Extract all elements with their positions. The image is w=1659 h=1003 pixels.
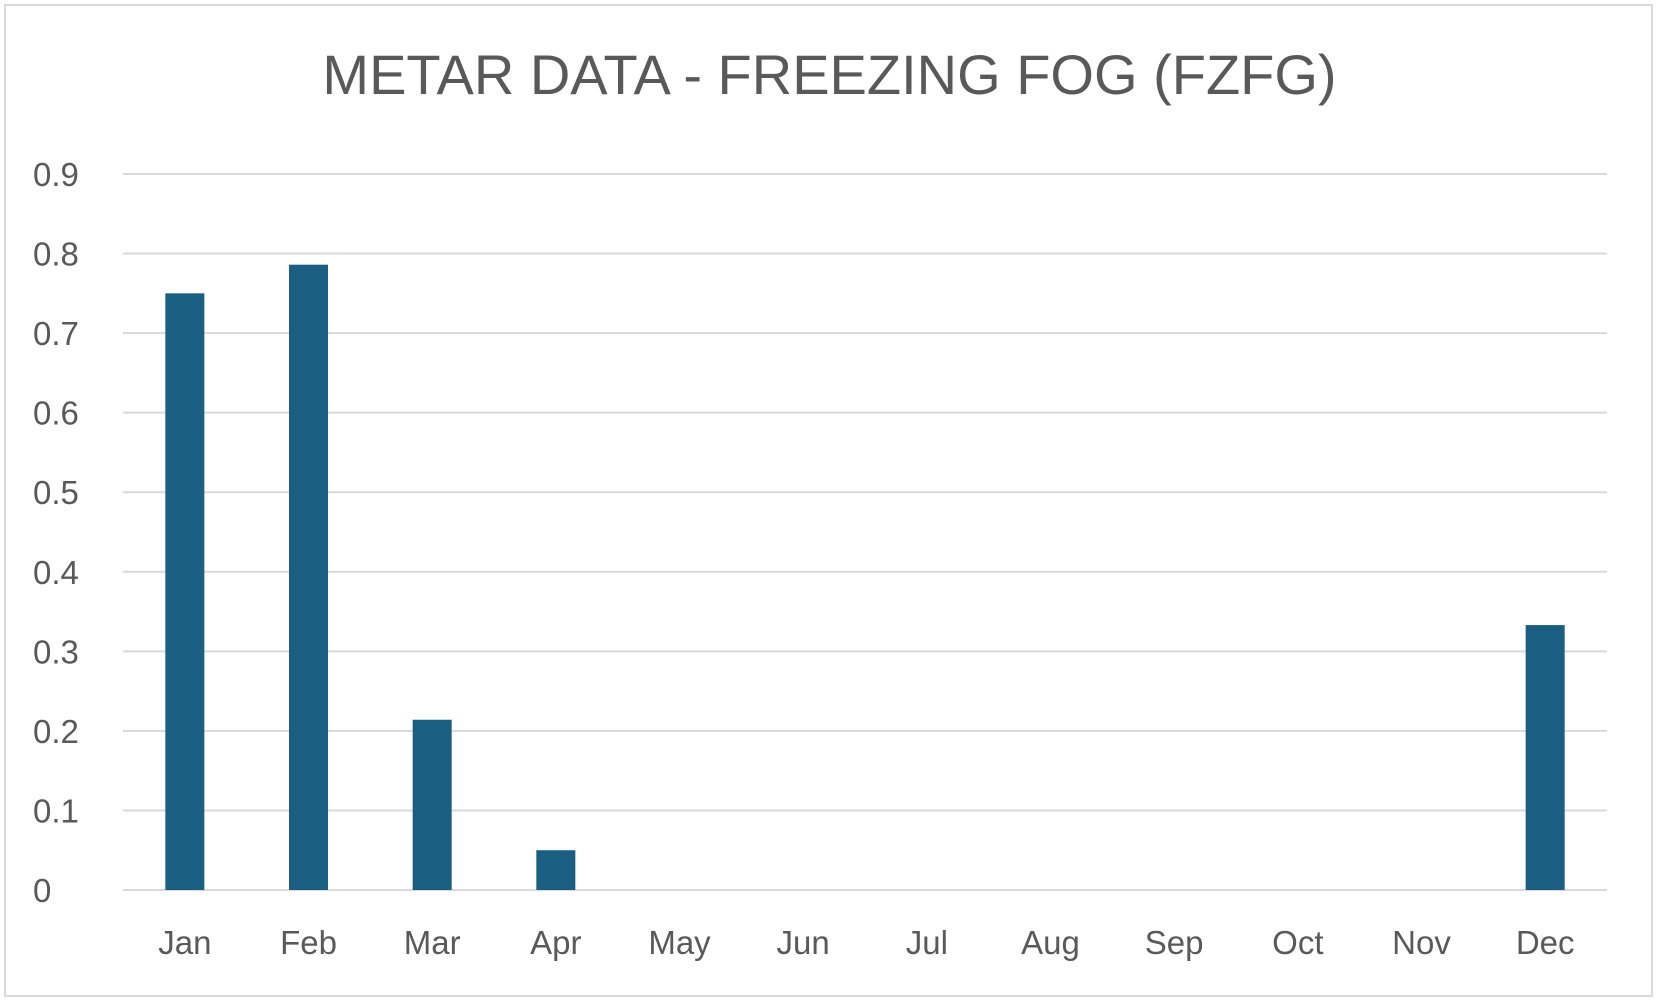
y-tick-label: 0.1 (33, 792, 79, 829)
x-tick-label-nov: Nov (1392, 924, 1451, 961)
bar-mar (412, 719, 452, 890)
x-tick-label-jan: Jan (158, 924, 211, 961)
y-tick-label: 0.5 (33, 474, 79, 511)
y-axis-tick-labels: 0 0.1 0.2 0.3 0.4 0.5 0.6 0.7 0.8 0.9 (33, 156, 79, 909)
bar-apr (536, 850, 576, 890)
y-tick-label: 0.7 (33, 315, 79, 352)
y-tick-label: 0.8 (33, 236, 79, 273)
x-tick-label-mar: Mar (404, 924, 461, 961)
chart-title: METAR DATA - FREEZING FOG (FZFG) (322, 43, 1337, 106)
gridlines (123, 173, 1607, 891)
x-tick-label-dec: Dec (1516, 924, 1575, 961)
x-tick-label-jul: Jul (906, 924, 948, 961)
y-tick-label: 0 (33, 872, 51, 909)
y-tick-label: 0.6 (33, 395, 79, 432)
x-tick-label-apr: Apr (530, 924, 581, 961)
bar-jan (165, 293, 205, 890)
y-tick-label: 0.3 (33, 633, 79, 670)
x-tick-label-feb: Feb (280, 924, 337, 961)
y-tick-label: 0.2 (33, 713, 79, 750)
x-tick-label-aug: Aug (1021, 924, 1080, 961)
chart-frame (4, 4, 1653, 997)
x-tick-label-jun: Jun (777, 924, 830, 961)
x-tick-label-sep: Sep (1145, 924, 1204, 961)
y-tick-label: 0.9 (33, 156, 79, 193)
bar-feb (289, 264, 328, 890)
x-tick-label-oct: Oct (1272, 924, 1323, 961)
bar-dec (1525, 625, 1565, 890)
y-tick-label: 0.4 (33, 554, 79, 591)
x-tick-label-may: May (648, 924, 711, 961)
bars (165, 264, 1565, 890)
x-axis-tick-labels: Jan Feb Mar Apr May Jun Jul Aug Sep Oct Nov Dec (158, 924, 1574, 961)
